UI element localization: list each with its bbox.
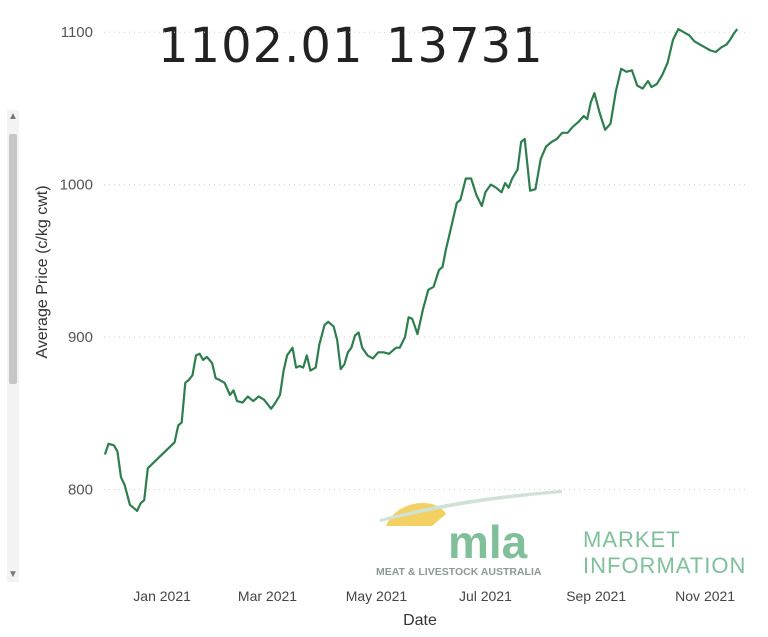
latest-price-kpi: 1102.01 xyxy=(158,18,364,74)
average-price-series-line xyxy=(103,28,739,512)
scroll-down-icon[interactable]: ▼ xyxy=(8,569,18,580)
information-text: INFORMATION xyxy=(583,553,746,578)
x-axis-title: Date xyxy=(403,612,437,629)
x-tick-label: Sep 2021 xyxy=(566,588,626,604)
scroll-up-icon[interactable]: ▲ xyxy=(8,111,18,122)
x-tick-label: Mar 2021 xyxy=(238,588,297,604)
swoosh-logo-icon xyxy=(380,490,562,522)
y-axis-ticks: 800 900 1000 1100 xyxy=(60,24,93,498)
mla-brand-text: mla xyxy=(448,516,528,568)
y-tick-label: 1100 xyxy=(61,24,93,41)
y-tick-label: 900 xyxy=(68,329,93,346)
x-tick-label: Jan 2021 xyxy=(133,588,191,604)
x-axis-ticks: Jan 2021 Mar 2021 May 2021 Jul 2021 Sep 2021… xyxy=(133,588,735,604)
volume-kpi: 13731 xyxy=(386,18,544,74)
vertical-scrollbar[interactable]: ▲ ▼ xyxy=(7,110,19,582)
x-tick-label: Nov 2021 xyxy=(675,588,735,604)
mla-tagline: MEAT & LIVESTOCK AUSTRALIA xyxy=(376,566,542,578)
x-tick-label: May 2021 xyxy=(346,588,408,604)
scroll-thumb[interactable] xyxy=(9,134,17,384)
y-tick-label: 1000 xyxy=(60,177,93,194)
y-axis-title: Average Price (c/kg cwt) xyxy=(34,185,51,358)
market-text: MARKET xyxy=(583,527,681,552)
gridlines xyxy=(104,31,745,491)
mla-logo: mla MEAT & LIVESTOCK AUSTRALIA MARKET IN… xyxy=(376,490,746,578)
y-tick-label: 800 xyxy=(68,482,93,499)
x-tick-label: Jul 2021 xyxy=(459,588,512,604)
